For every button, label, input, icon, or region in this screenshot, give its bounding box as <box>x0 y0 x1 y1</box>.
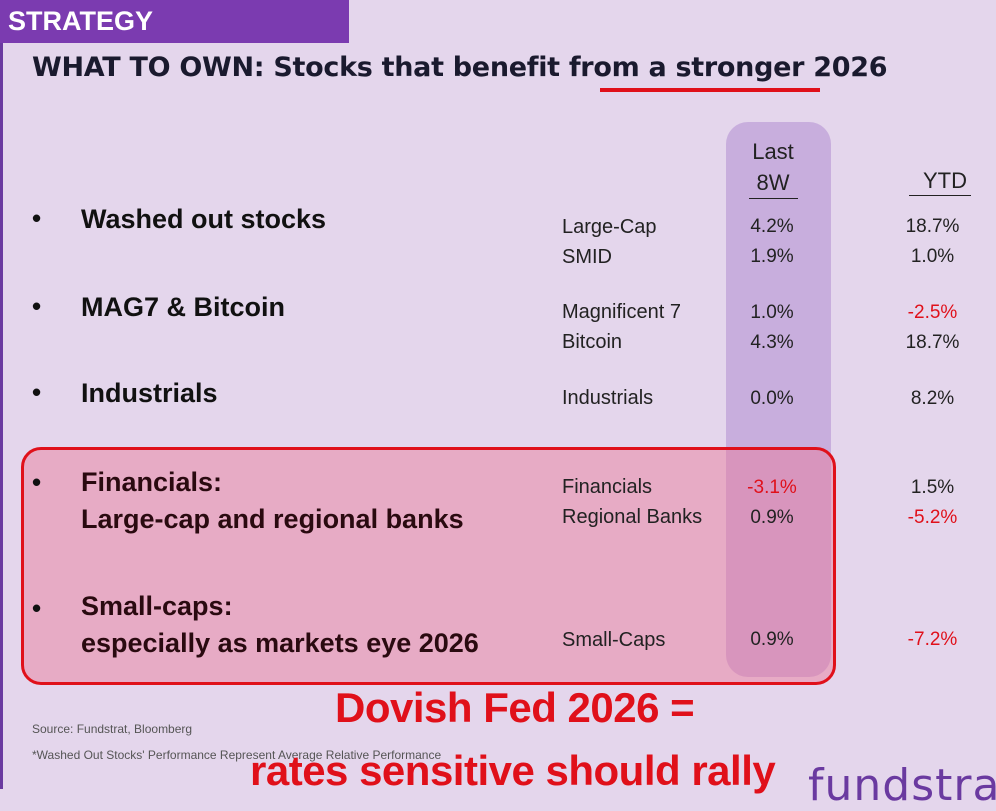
value-ytd: 1.5% <box>910 477 955 498</box>
last8w-column-band <box>726 122 831 677</box>
value-ytd: -5.2% <box>907 507 958 528</box>
category-sublabel: especially as markets eye 2026 <box>81 628 479 658</box>
footnote: *Washed Out Stocks' Performance Represen… <box>32 748 442 762</box>
bullet-icon: • <box>32 593 42 623</box>
value-last8w: 1.9% <box>750 246 794 267</box>
row-label: SMID <box>562 246 612 268</box>
category-financials: Financials: Large-cap and regional banks <box>81 464 464 538</box>
title-lead: WHAT TO OWN: Stocks that benefit from <box>32 52 649 83</box>
row-label: Industrials <box>562 387 654 409</box>
row-label: Bitcoin <box>562 331 623 353</box>
value-last8w: 0.0% <box>750 388 794 409</box>
category-washed-out: Washed out stocks <box>81 201 326 238</box>
value-last8w: 0.9% <box>750 629 794 650</box>
value-last8w: 1.0% <box>750 302 794 323</box>
row-label: Large-Cap <box>562 216 657 238</box>
category-sublabel: Large-cap and regional banks <box>81 504 464 534</box>
source-note: Source: Fundstrat, Bloomberg <box>32 722 193 736</box>
value-last8w: 4.3% <box>750 332 794 353</box>
value-ytd: -7.2% <box>907 629 958 650</box>
row-label: Small-Caps <box>562 629 666 651</box>
value-ytd: 18.7% <box>905 216 960 237</box>
value-ytd: 1.0% <box>910 246 955 267</box>
category-industrials: Industrials <box>81 375 218 412</box>
bullet-icon: • <box>32 467 42 497</box>
value-last8w: 4.2% <box>750 216 794 237</box>
column-header-last8w: Last 8W <box>732 136 814 199</box>
value-last8w: 0.9% <box>750 507 794 528</box>
highlight-box <box>21 447 836 685</box>
column-header-ytd-label: YTD <box>909 167 971 196</box>
title-emphasis-underline <box>600 88 820 92</box>
category-label: Financials: <box>81 467 223 497</box>
page-title: WHAT TO OWN: Stocks that benefit from a … <box>32 52 888 83</box>
category-label: Small-caps: <box>81 591 233 621</box>
fundstrat-logo: fundstrat <box>808 760 996 811</box>
bullet-icon: • <box>32 203 42 233</box>
bullet-icon: • <box>32 291 42 321</box>
column-header-last8w-line2: 8W <box>748 167 798 199</box>
value-ytd: 8.2% <box>910 388 955 409</box>
category-label: MAG7 & Bitcoin <box>81 292 286 322</box>
value-last8w: -3.1% <box>747 477 797 498</box>
column-header-ytd: YTD <box>890 167 990 196</box>
row-label: Magnificent 7 <box>562 301 681 323</box>
section-tag: STRATEGY <box>0 0 349 43</box>
category-small-caps: Small-caps: especially as markets eye 20… <box>81 588 479 662</box>
category-label: Industrials <box>81 378 218 408</box>
category-label: Washed out stocks <box>81 204 327 234</box>
category-mag7-bitcoin: MAG7 & Bitcoin <box>81 289 285 326</box>
value-ytd: -2.5% <box>907 302 958 323</box>
title-emphasis: a stronger 2026 <box>648 52 888 83</box>
row-label: Financials <box>562 476 653 498</box>
left-accent-rule <box>0 0 3 789</box>
row-label: Regional Banks <box>562 506 703 528</box>
value-ytd: 18.7% <box>905 332 960 353</box>
callout-line1: Dovish Fed 2026 = <box>335 684 695 731</box>
column-header-last8w-line1: Last <box>752 139 794 164</box>
callout-line2: rates sensitive should rally <box>250 747 776 794</box>
bullet-icon: • <box>32 377 42 407</box>
